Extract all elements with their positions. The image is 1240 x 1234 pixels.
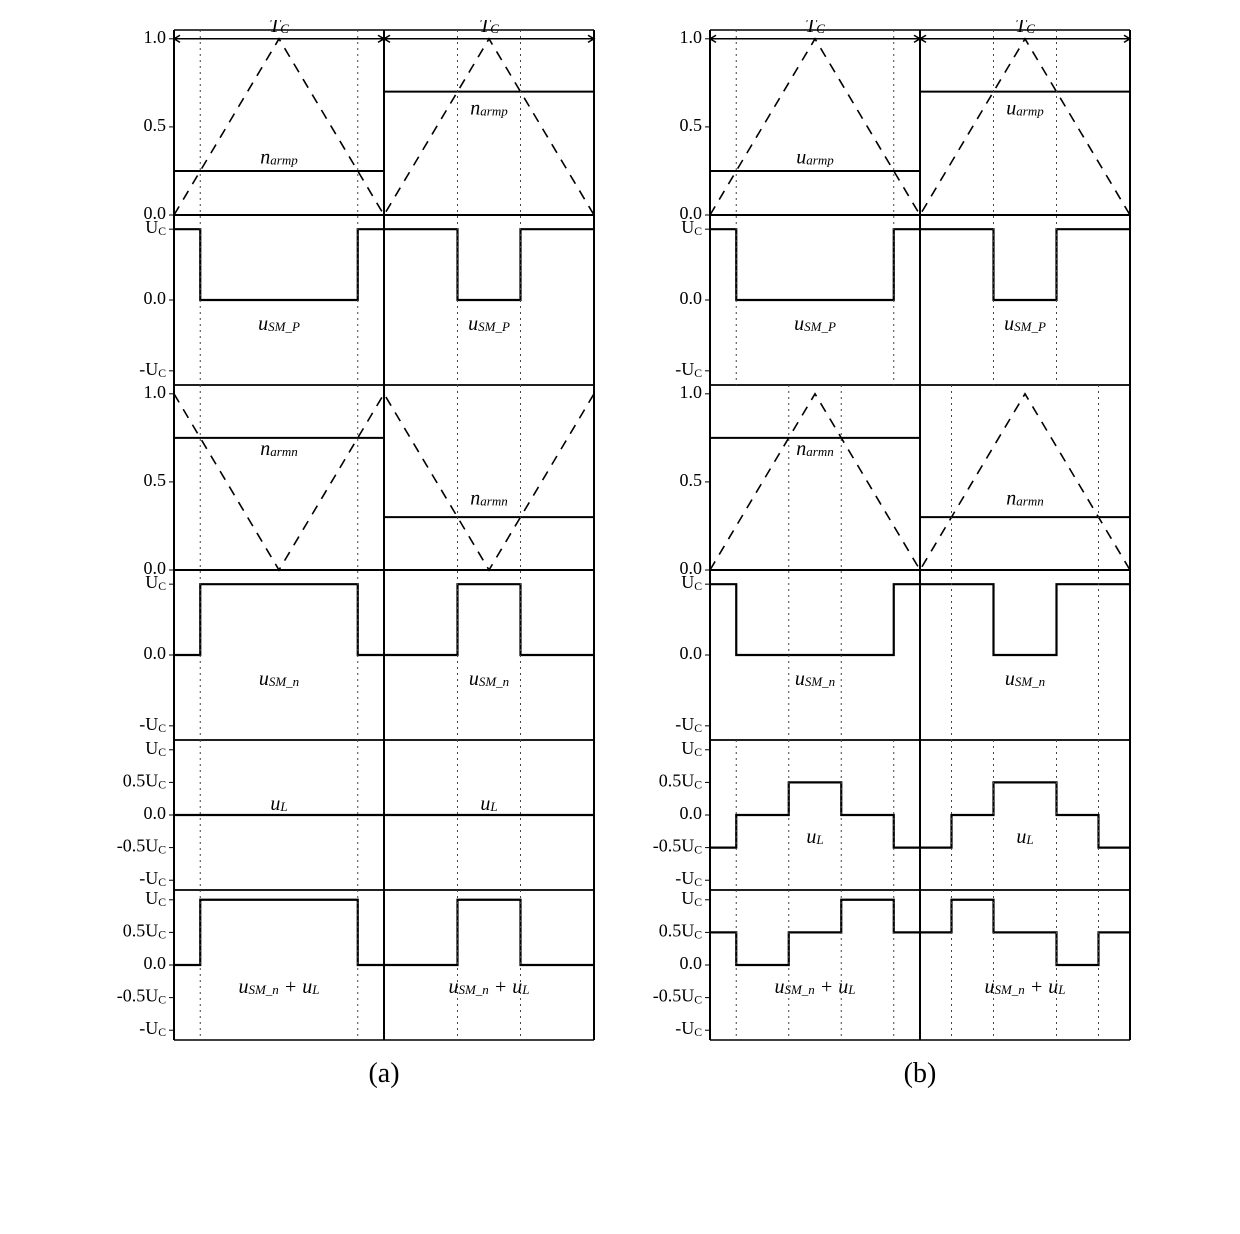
svg-text:uL: uL — [270, 793, 287, 815]
waveform-panel-b: 1.00.50.0TCTCUC0.0-UC1.00.50.0UC0.0-UCUC… — [640, 20, 1136, 1100]
svg-text:uSM_P: uSM_P — [1004, 312, 1046, 334]
svg-text:0.5UC: 0.5UC — [659, 921, 703, 942]
svg-text:0.5: 0.5 — [144, 115, 167, 135]
svg-text:uSM_n + uL: uSM_n + uL — [774, 975, 855, 997]
svg-text:0.0: 0.0 — [680, 953, 703, 973]
caption-b: (b) — [904, 1058, 937, 1089]
svg-text:0.0: 0.0 — [144, 953, 167, 973]
svg-text:-UC: -UC — [139, 359, 166, 380]
svg-text:0.5UC: 0.5UC — [659, 771, 703, 792]
svg-text:1.0: 1.0 — [144, 27, 167, 47]
svg-text:0.5UC: 0.5UC — [123, 921, 167, 942]
svg-text:1.0: 1.0 — [680, 382, 703, 402]
svg-text:0.0: 0.0 — [680, 803, 703, 823]
svg-text:uL: uL — [480, 793, 497, 815]
caption-a: (a) — [368, 1058, 399, 1089]
svg-text:UC: UC — [145, 738, 166, 759]
svg-text:narmn: narmn — [796, 438, 833, 460]
svg-text:-0.5UC: -0.5UC — [117, 836, 167, 857]
svg-text:uarmp: uarmp — [796, 146, 834, 168]
svg-text:-UC: -UC — [139, 714, 166, 735]
svg-text:0.5: 0.5 — [680, 115, 703, 135]
svg-text:0.0: 0.0 — [144, 288, 167, 308]
svg-text:-UC: -UC — [675, 868, 702, 889]
svg-text:TC: TC — [479, 20, 499, 36]
svg-text:-0.5UC: -0.5UC — [653, 836, 703, 857]
svg-text:uSM_n: uSM_n — [1005, 667, 1045, 689]
svg-text:narmn: narmn — [260, 438, 297, 460]
svg-text:UC: UC — [145, 888, 166, 909]
svg-text:0.0: 0.0 — [680, 288, 703, 308]
svg-text:0.5UC: 0.5UC — [123, 771, 167, 792]
svg-text:-UC: -UC — [139, 1018, 166, 1039]
svg-text:uSM_n + uL: uSM_n + uL — [238, 975, 319, 997]
svg-text:TC: TC — [269, 20, 289, 36]
svg-text:0.0: 0.0 — [680, 643, 703, 663]
column-b: 1.00.50.0TCTCUC0.0-UC1.00.50.0UC0.0-UCUC… — [640, 20, 1136, 1100]
svg-text:-UC: -UC — [675, 1018, 702, 1039]
svg-text:TC: TC — [1015, 20, 1035, 36]
svg-text:-0.5UC: -0.5UC — [117, 986, 167, 1007]
svg-text:-UC: -UC — [675, 714, 702, 735]
svg-text:uSM_P: uSM_P — [468, 312, 510, 334]
svg-text:narmn: narmn — [470, 487, 507, 509]
svg-text:uarmp: uarmp — [1006, 97, 1044, 119]
svg-text:uSM_n + uL: uSM_n + uL — [448, 975, 529, 997]
waveform-panel-a: 1.00.50.0TCTCUC0.0-UC1.00.50.0UC0.0-UCUC… — [104, 20, 600, 1100]
svg-text:uSM_P: uSM_P — [258, 312, 300, 334]
svg-text:uSM_n + uL: uSM_n + uL — [984, 975, 1065, 997]
svg-text:narmp: narmp — [470, 97, 508, 119]
svg-text:uSM_P: uSM_P — [794, 312, 836, 334]
svg-text:0.0: 0.0 — [144, 803, 167, 823]
svg-text:narmp: narmp — [260, 146, 298, 168]
svg-text:uSM_n: uSM_n — [259, 667, 299, 689]
svg-text:0.0: 0.0 — [144, 643, 167, 663]
svg-text:1.0: 1.0 — [144, 382, 167, 402]
svg-text:uL: uL — [1016, 825, 1033, 847]
svg-text:0.5: 0.5 — [144, 470, 167, 490]
svg-text:uSM_n: uSM_n — [469, 667, 509, 689]
svg-text:uL: uL — [806, 825, 823, 847]
svg-text:uSM_n: uSM_n — [795, 667, 835, 689]
svg-text:UC: UC — [681, 738, 702, 759]
svg-text:UC: UC — [681, 888, 702, 909]
svg-text:-UC: -UC — [675, 359, 702, 380]
svg-text:-0.5UC: -0.5UC — [653, 986, 703, 1007]
svg-text:narmn: narmn — [1006, 487, 1043, 509]
svg-text:0.5: 0.5 — [680, 470, 703, 490]
svg-text:TC: TC — [805, 20, 825, 36]
column-a: 1.00.50.0TCTCUC0.0-UC1.00.50.0UC0.0-UCUC… — [104, 20, 600, 1100]
svg-text:-UC: -UC — [139, 868, 166, 889]
svg-text:1.0: 1.0 — [680, 27, 703, 47]
